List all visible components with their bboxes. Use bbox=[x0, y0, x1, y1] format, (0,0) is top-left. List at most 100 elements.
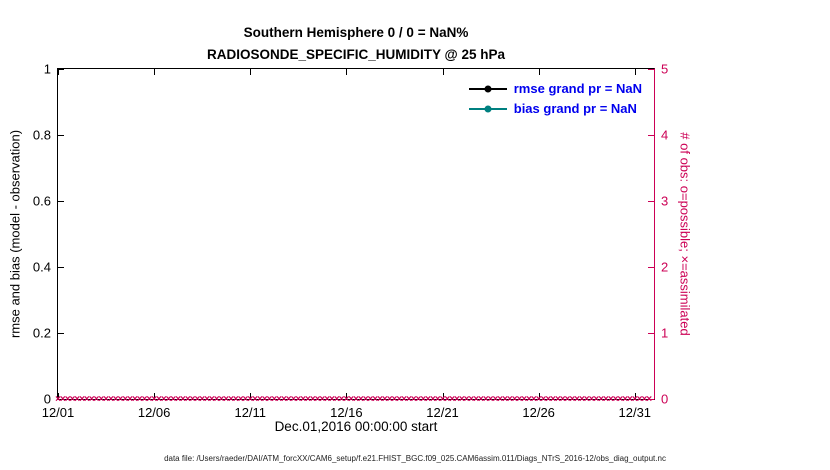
obs-assimilated-marker: × bbox=[593, 393, 600, 405]
x-tick-mark bbox=[250, 393, 252, 399]
obs-assimilated-marker: × bbox=[213, 393, 220, 405]
obs-assimilated-marker: × bbox=[295, 393, 302, 405]
obs-assimilated-marker: × bbox=[117, 393, 124, 405]
obs-assimilated-marker: × bbox=[362, 393, 369, 405]
title-line-1: Southern Hemisphere 0 / 0 = NaN% bbox=[243, 25, 469, 40]
x-tick-mark-top bbox=[442, 69, 444, 75]
obs-assimilated-marker: × bbox=[146, 393, 153, 405]
obs-assimilated-marker: × bbox=[112, 393, 119, 405]
obs-assimilated-marker: × bbox=[300, 393, 307, 405]
obs-assimilated-marker: × bbox=[449, 393, 456, 405]
obs-assimilated-marker: × bbox=[290, 393, 297, 405]
obs-assimilated-marker: × bbox=[473, 393, 480, 405]
obs-assimilated-marker: × bbox=[107, 393, 114, 405]
obs-assimilated-marker: × bbox=[261, 393, 268, 405]
obs-assimilated-marker: × bbox=[309, 393, 316, 405]
right-y-tick-label: 4 bbox=[661, 127, 669, 143]
obs-assimilated-marker: × bbox=[223, 393, 230, 405]
obs-assimilated-marker: × bbox=[425, 393, 432, 405]
obs-assimilated-marker: × bbox=[511, 393, 518, 405]
legend-entry-bias: bias grand pr = NaN bbox=[468, 101, 642, 116]
obs-assimilated-marker: × bbox=[574, 393, 581, 405]
obs-assimilated-marker: × bbox=[333, 393, 340, 405]
obs-assimilated-marker: × bbox=[550, 393, 556, 405]
left-y-tick-label: 0.4 bbox=[32, 259, 51, 275]
obs-assimilated-marker: × bbox=[314, 393, 321, 405]
right-y-tick-mark bbox=[648, 267, 654, 268]
obs-assimilated-marker: × bbox=[194, 393, 201, 405]
obs-assimilated-marker: × bbox=[271, 393, 278, 405]
obs-assimilated-marker: × bbox=[242, 393, 249, 405]
obs-assimilated-marker: × bbox=[578, 393, 585, 405]
obs-assimilated-marker: × bbox=[122, 393, 129, 405]
x-tick-mark bbox=[154, 393, 156, 399]
obs-assimilated-marker: × bbox=[367, 393, 374, 405]
obs-assimilated-marker: × bbox=[564, 393, 571, 405]
left-y-tick-mark bbox=[58, 267, 64, 268]
left-y-tick-label: 0.6 bbox=[32, 193, 51, 209]
obs-assimilated-marker: × bbox=[266, 393, 273, 405]
obs-assimilated-marker: × bbox=[454, 393, 460, 405]
obs-assimilated-marker: × bbox=[93, 393, 100, 405]
obs-assimilated-marker: × bbox=[156, 393, 162, 405]
x-tick-mark bbox=[346, 393, 348, 399]
obs-assimilated-marker: × bbox=[348, 393, 355, 405]
right-y-tick-mark bbox=[648, 333, 654, 334]
left-y-tick-label: 1 bbox=[43, 61, 51, 77]
right-y-tick-label: 3 bbox=[661, 193, 669, 209]
obs-assimilated-marker: × bbox=[175, 393, 182, 405]
right-y-tick-label: 2 bbox=[661, 259, 669, 275]
obs-assimilated-marker: × bbox=[247, 393, 254, 405]
obs-assimilated-marker: × bbox=[276, 393, 283, 405]
x-tick-mark-top bbox=[250, 69, 252, 75]
obs-assimilated-marker: × bbox=[583, 393, 590, 405]
left-y-tick-label: 0.2 bbox=[32, 325, 51, 341]
obs-assimilated-marker: × bbox=[612, 393, 619, 405]
obs-assimilated-marker: × bbox=[554, 393, 561, 405]
x-tick-label: 12/06 bbox=[137, 405, 171, 420]
obs-assimilated-marker: × bbox=[208, 393, 215, 405]
x-tick-mark-top bbox=[346, 69, 348, 75]
x-tick-label: 12/16 bbox=[330, 405, 363, 420]
obs-assimilated-marker: × bbox=[305, 393, 311, 405]
left-y-tick-mark bbox=[58, 201, 64, 202]
obs-assimilated-marker: × bbox=[526, 393, 532, 405]
obs-assimilated-marker: × bbox=[184, 393, 191, 405]
legend-entry-label: rmse grand pr = NaN bbox=[513, 81, 642, 96]
obs-assimilated-marker: × bbox=[256, 393, 263, 405]
legend-line-sample bbox=[468, 85, 507, 92]
x-tick-mark bbox=[58, 393, 59, 399]
obs-assimilated-marker: × bbox=[64, 393, 71, 405]
right-y-tick-label: 5 bbox=[661, 61, 669, 77]
right-y-tick-mark bbox=[648, 135, 654, 136]
obs-assimilated-marker: × bbox=[189, 393, 196, 405]
obs-assimilated-marker: × bbox=[429, 393, 436, 405]
obs-assimilated-marker: × bbox=[55, 393, 61, 405]
obs-assimilated-marker: × bbox=[540, 393, 547, 405]
obs-assimilated-marker: × bbox=[463, 393, 470, 405]
obs-assimilated-marker: × bbox=[319, 393, 326, 405]
obs-assimilated-marker: × bbox=[391, 393, 398, 405]
obs-assimilated-marker: × bbox=[506, 393, 513, 405]
x-tick-label: 12/31 bbox=[618, 405, 652, 420]
legend-entry-rmse: rmse grand pr = NaN bbox=[468, 81, 642, 96]
right-y-axis-label: # of obs: o=possible; ×=assimilated bbox=[677, 132, 693, 336]
obs-assimilated-marker: × bbox=[141, 393, 148, 405]
obs-assimilated-marker: × bbox=[521, 393, 528, 405]
x-tick-mark bbox=[538, 393, 540, 399]
obs-assimilated-marker: × bbox=[127, 393, 134, 405]
data-file-caption: data file: /Users/raeder/DAI/ATM_forcXX/… bbox=[164, 454, 666, 463]
obs-assimilated-marker: × bbox=[324, 393, 331, 405]
obs-assimilated-marker: × bbox=[98, 393, 105, 405]
x-tick-label: 12/01 bbox=[41, 405, 75, 420]
left-y-tick-mark bbox=[58, 399, 64, 400]
obs-assimilated-marker: × bbox=[228, 393, 234, 405]
x-tick-mark-top bbox=[58, 69, 59, 75]
obs-assimilated-marker: × bbox=[357, 393, 364, 405]
obs-assimilated-marker: × bbox=[160, 393, 167, 405]
obs-assimilated-marker: × bbox=[545, 393, 552, 405]
obs-assimilated-marker: × bbox=[372, 393, 379, 405]
obs-assimilated-marker: × bbox=[280, 393, 287, 405]
x-axis-label: Dec.01,2016 00:00:00 start bbox=[274, 419, 438, 434]
